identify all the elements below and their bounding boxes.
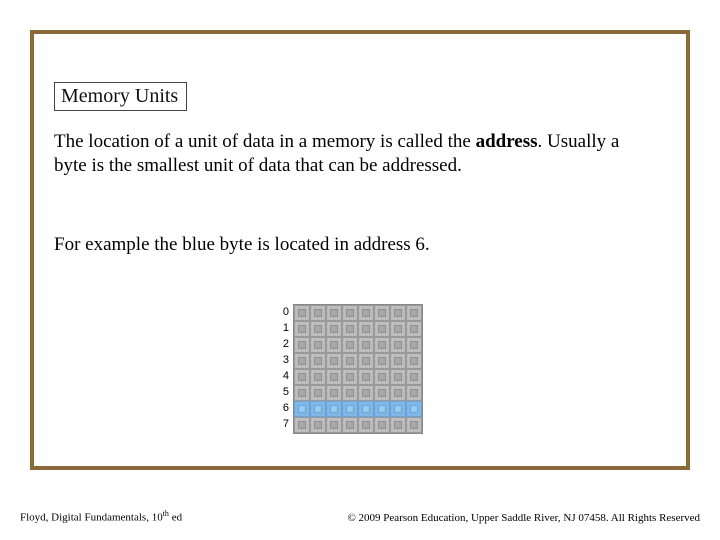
memory-cell bbox=[326, 305, 342, 321]
slide-frame: Memory Units The location of a unit of d… bbox=[30, 30, 690, 470]
title-text: Memory Units bbox=[61, 85, 178, 107]
memory-cell bbox=[294, 321, 310, 337]
memory-cell bbox=[374, 401, 390, 417]
memory-cell bbox=[390, 385, 406, 401]
paragraph-1: The location of a unit of data in a memo… bbox=[54, 130, 654, 178]
memory-cell bbox=[358, 305, 374, 321]
para1-part-a: The location of a unit of data in a memo… bbox=[54, 131, 476, 152]
memory-cell bbox=[326, 369, 342, 385]
memory-cell bbox=[342, 417, 358, 433]
memory-cell bbox=[406, 321, 422, 337]
memory-cell bbox=[326, 417, 342, 433]
memory-cell bbox=[390, 321, 406, 337]
footer-left-a: Floyd, Digital Fundamentals, 10 bbox=[20, 512, 163, 524]
para1-bold: address bbox=[476, 131, 538, 152]
memory-cell bbox=[406, 337, 422, 353]
memory-row bbox=[294, 369, 422, 385]
memory-cell bbox=[390, 353, 406, 369]
memory-cell bbox=[326, 353, 342, 369]
memory-cell bbox=[374, 353, 390, 369]
memory-grid bbox=[293, 304, 423, 434]
memory-row bbox=[294, 353, 422, 369]
memory-cell bbox=[342, 321, 358, 337]
para2-text: For example the blue byte is located in … bbox=[54, 234, 430, 255]
memory-cell bbox=[358, 321, 374, 337]
memory-cell bbox=[342, 337, 358, 353]
memory-cell bbox=[390, 369, 406, 385]
memory-cell bbox=[310, 305, 326, 321]
memory-cell bbox=[374, 417, 390, 433]
footer-right: © 2009 Pearson Education, Upper Saddle R… bbox=[347, 512, 700, 524]
row-label: 4 bbox=[279, 368, 289, 384]
memory-row bbox=[294, 305, 422, 321]
memory-cell bbox=[294, 305, 310, 321]
memory-cell bbox=[374, 337, 390, 353]
footer-left-b: ed bbox=[169, 512, 182, 524]
memory-cell bbox=[310, 417, 326, 433]
memory-row bbox=[294, 321, 422, 337]
row-labels: 01234567 bbox=[279, 304, 289, 432]
memory-cell bbox=[294, 385, 310, 401]
memory-cell bbox=[326, 385, 342, 401]
memory-cell bbox=[358, 401, 374, 417]
row-label: 0 bbox=[279, 304, 289, 320]
row-label: 5 bbox=[279, 384, 289, 400]
memory-cell bbox=[406, 369, 422, 385]
memory-cell bbox=[326, 321, 342, 337]
memory-cell bbox=[374, 321, 390, 337]
memory-cell bbox=[342, 369, 358, 385]
memory-cell bbox=[358, 353, 374, 369]
memory-cell bbox=[310, 385, 326, 401]
row-label: 3 bbox=[279, 352, 289, 368]
memory-cell bbox=[358, 385, 374, 401]
row-label: 7 bbox=[279, 416, 289, 432]
memory-row bbox=[294, 417, 422, 433]
memory-cell bbox=[310, 401, 326, 417]
memory-cell bbox=[406, 353, 422, 369]
memory-cell bbox=[406, 305, 422, 321]
memory-cell bbox=[390, 337, 406, 353]
memory-cell bbox=[358, 369, 374, 385]
memory-cell bbox=[390, 401, 406, 417]
memory-cell bbox=[342, 305, 358, 321]
memory-cell bbox=[294, 401, 310, 417]
memory-cell bbox=[294, 353, 310, 369]
memory-cell bbox=[358, 417, 374, 433]
memory-cell bbox=[374, 369, 390, 385]
row-label: 1 bbox=[279, 320, 289, 336]
memory-cell bbox=[390, 305, 406, 321]
row-label: 2 bbox=[279, 336, 289, 352]
memory-cell bbox=[406, 385, 422, 401]
footer-right-text: © 2009 Pearson Education, Upper Saddle R… bbox=[347, 512, 700, 524]
memory-row-highlight bbox=[294, 401, 422, 417]
row-label: 6 bbox=[279, 400, 289, 416]
memory-cell bbox=[310, 321, 326, 337]
memory-row bbox=[294, 337, 422, 353]
footer-left: Floyd, Digital Fundamentals, 10th ed bbox=[20, 509, 182, 524]
slide-title: Memory Units bbox=[54, 82, 187, 111]
memory-cell bbox=[390, 417, 406, 433]
memory-row bbox=[294, 385, 422, 401]
memory-grid-figure: 01234567 bbox=[279, 304, 423, 434]
memory-cell bbox=[310, 337, 326, 353]
memory-cell bbox=[406, 417, 422, 433]
memory-cell bbox=[374, 305, 390, 321]
memory-cell bbox=[358, 337, 374, 353]
memory-cell bbox=[342, 385, 358, 401]
memory-cell bbox=[294, 417, 310, 433]
memory-cell bbox=[326, 337, 342, 353]
memory-cell bbox=[342, 401, 358, 417]
memory-cell bbox=[310, 369, 326, 385]
memory-cell bbox=[294, 369, 310, 385]
memory-cell bbox=[342, 353, 358, 369]
memory-cell bbox=[374, 385, 390, 401]
memory-cell bbox=[326, 401, 342, 417]
memory-cell bbox=[310, 353, 326, 369]
paragraph-2: For example the blue byte is located in … bbox=[54, 234, 654, 256]
memory-cell bbox=[294, 337, 310, 353]
memory-cell bbox=[406, 401, 422, 417]
